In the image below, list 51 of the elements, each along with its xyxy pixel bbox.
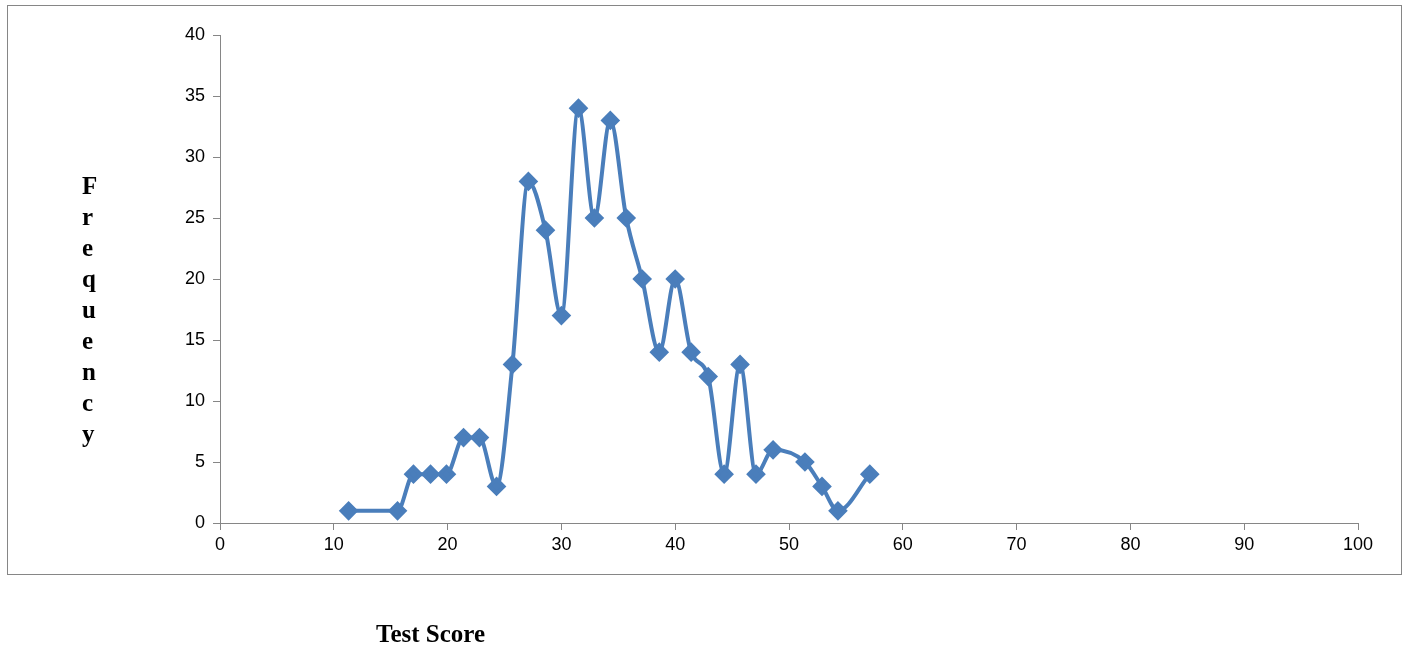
point xyxy=(764,440,783,459)
point xyxy=(617,209,636,227)
point xyxy=(569,99,588,118)
x-tick-label: 90 xyxy=(1234,533,1255,554)
y-tick-label: 20 xyxy=(184,267,205,288)
point xyxy=(404,465,423,484)
point xyxy=(699,367,718,386)
x-axis-title: Test Score xyxy=(376,620,486,648)
x-tick-label: 30 xyxy=(551,533,572,554)
point xyxy=(536,221,555,240)
point xyxy=(828,501,847,520)
point xyxy=(715,465,734,484)
point xyxy=(552,306,571,325)
point xyxy=(421,465,440,484)
point xyxy=(519,172,538,191)
y-tick-label: 35 xyxy=(184,84,205,105)
x-tick-label: 40 xyxy=(665,533,686,554)
x-tick-label: 60 xyxy=(892,533,913,554)
point xyxy=(813,477,831,496)
point xyxy=(503,355,522,374)
point xyxy=(795,453,814,471)
point xyxy=(388,501,407,520)
y-tick-label: 0 xyxy=(194,511,205,532)
x-tick-label: 10 xyxy=(323,533,344,554)
y-tick-label: 15 xyxy=(184,328,205,349)
point xyxy=(747,465,765,484)
x-tick-label: 50 xyxy=(778,533,800,554)
y-tick-label: 40 xyxy=(184,23,205,44)
point xyxy=(731,355,750,374)
point xyxy=(585,209,604,227)
point xyxy=(487,477,506,496)
text: Frequency xyxy=(82,172,98,447)
x-tick-label: 20 xyxy=(437,533,458,554)
x-tick-label: 70 xyxy=(1006,533,1027,554)
point xyxy=(682,343,701,362)
y-tick-label: 10 xyxy=(184,389,205,410)
point xyxy=(454,428,473,447)
x-tick-label: 80 xyxy=(1120,533,1141,554)
x-tick-label: 0 xyxy=(214,533,226,554)
point xyxy=(470,428,489,447)
point xyxy=(633,270,652,288)
point xyxy=(666,270,685,288)
point xyxy=(650,343,669,362)
point xyxy=(860,465,879,484)
point xyxy=(601,111,620,130)
y-tick-label: 25 xyxy=(184,206,205,227)
point xyxy=(437,465,456,484)
y-tick-label: 30 xyxy=(184,145,205,166)
y-tick-label: 5 xyxy=(194,450,205,471)
x-tick-label: 100 xyxy=(1342,533,1374,554)
point xyxy=(339,501,358,520)
